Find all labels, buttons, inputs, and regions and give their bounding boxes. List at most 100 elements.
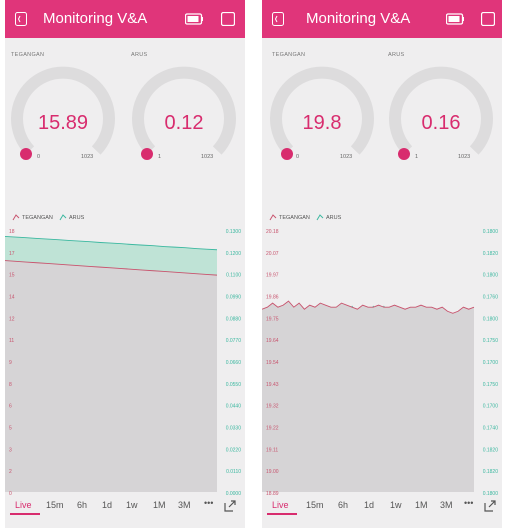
time-range-tabs: Live 15m 6h 1d 1w 1M 3M ••• xyxy=(5,498,245,518)
screen-left: Monitoring V&A TEGANGAN 15.89 0 1023 ARU… xyxy=(5,0,245,528)
more-menu[interactable]: ••• xyxy=(204,498,214,508)
tab-1d[interactable]: 1d xyxy=(102,500,113,510)
y-tick-left: 19.22 xyxy=(266,426,279,432)
expand-icon[interactable] xyxy=(224,500,236,512)
app-title: Monitoring V&A xyxy=(43,10,148,27)
gauge-ring xyxy=(132,66,236,160)
gauge-ring xyxy=(270,66,374,160)
y-tick-right: 0.1300 xyxy=(226,229,242,235)
square-icon[interactable] xyxy=(221,12,235,26)
y-tick-right: 0.1700 xyxy=(483,360,499,366)
gauge-max: 1023 xyxy=(201,154,214,160)
series-line-arus xyxy=(5,235,218,251)
gauge-value: 0.12 xyxy=(164,112,204,134)
chart-legend: TEGANGAN ARUS xyxy=(12,214,85,221)
tab-15m[interactable]: 15m xyxy=(306,500,324,510)
series-line-tegangan xyxy=(5,260,218,276)
time-range-tabs: Live 15m 6h 1d 1w 1M 3M ••• xyxy=(262,498,502,518)
y-tick-right: 0.1750 xyxy=(483,382,499,388)
gauge-max: 1023 xyxy=(340,154,353,160)
y-tick-left: 18 xyxy=(9,229,15,235)
legend-label-arus: ARUS xyxy=(69,215,85,221)
y-tick-right: 0.0660 xyxy=(226,360,242,366)
gauge-tegangan: TEGANGAN 15.89 0 1023 xyxy=(5,46,121,186)
more-menu[interactable]: ••• xyxy=(464,498,474,508)
gauge-max: 1023 xyxy=(458,154,471,160)
chart-legend: TEGANGAN ARUS xyxy=(269,214,342,221)
y-tick-right: 0.0440 xyxy=(226,404,242,410)
y-tick-right: 0.0330 xyxy=(226,426,242,432)
gauge-min: 0 xyxy=(296,154,300,160)
y-tick-left: 19.43 xyxy=(266,382,279,388)
battery-icon[interactable] xyxy=(185,13,203,25)
gauge-min: 1 xyxy=(415,154,419,160)
y-tick-left: 19.00 xyxy=(266,469,279,475)
history-chart[interactable]: TEGANGAN ARUS 20.18 20.07 19.97 19.86 19.75 19.… xyxy=(262,200,502,500)
y-tick-left: 14 xyxy=(9,295,15,301)
y-tick-left: 9 xyxy=(9,360,12,366)
y-tick-right: 0.0770 xyxy=(226,338,242,344)
y-tick-left: 8 xyxy=(9,382,12,388)
gauge-label: TEGANGAN xyxy=(272,52,306,58)
tab-live[interactable]: Live xyxy=(15,500,32,510)
gauge-arus: ARUS 0.12 1 1023 xyxy=(125,46,243,186)
series-area-tegangan xyxy=(5,260,217,492)
gauge-tegangan: TEGANGAN 19.8 0 1023 xyxy=(266,46,378,186)
y-tick-right: 0.1800 xyxy=(483,273,499,279)
y-tick-right: 0.1820 xyxy=(483,251,499,257)
tab-live[interactable]: Live xyxy=(272,500,289,510)
y-tick-right: 0.1740 xyxy=(483,426,499,432)
gauge-label: ARUS xyxy=(388,52,405,58)
y-tick-left: 5 xyxy=(9,426,12,432)
y-tick-right: 0.0110 xyxy=(226,469,241,475)
gauge-value: 19.8 xyxy=(302,112,342,134)
y-tick-right: 0.1820 xyxy=(483,447,499,453)
square-icon[interactable] xyxy=(481,12,495,26)
y-tick-left: 20.18 xyxy=(266,229,279,235)
legend-label-tegangan: TEGANGAN xyxy=(22,215,53,221)
history-chart[interactable]: TEGANGAN ARUS 18 17 15 14 12 11 9 8 6 5 3 2 0 0.1300 0.1… xyxy=(5,200,245,500)
y-tick-right: 0.1100 xyxy=(226,273,241,279)
y-tick-right: 0.1200 xyxy=(226,251,242,257)
legend-swatch-tegangan xyxy=(269,214,277,221)
tab-15m[interactable]: 15m xyxy=(46,500,64,510)
battery-icon[interactable] xyxy=(446,13,464,25)
y-tick-right: 0.1800 xyxy=(483,229,499,235)
y-tick-left: 19.64 xyxy=(266,338,279,344)
y-tick-right: 0.1820 xyxy=(483,469,499,475)
series-line-tegangan xyxy=(262,300,475,314)
gauge-value: 0.16 xyxy=(421,112,461,134)
legend-swatch-arus xyxy=(59,214,67,221)
legend-swatch-tegangan xyxy=(12,214,20,221)
y-tick-left: 0 xyxy=(9,491,12,497)
back-icon[interactable] xyxy=(272,12,284,26)
gauge-arus: ARUS 0.16 1 1023 xyxy=(382,46,500,186)
y-tick-left: 3 xyxy=(9,447,12,453)
tab-1w[interactable]: 1w xyxy=(390,500,402,510)
gauge-value: 15.89 xyxy=(37,112,89,134)
tab-underline xyxy=(267,513,297,515)
tab-6h[interactable]: 6h xyxy=(338,500,349,510)
legend-label-tegangan: TEGANGAN xyxy=(279,215,310,221)
gauge-ring xyxy=(389,66,493,160)
series-area-tegangan xyxy=(262,301,474,492)
tab-3m[interactable]: 3M xyxy=(440,500,453,510)
gauge-label: ARUS xyxy=(131,52,148,58)
y-tick-right: 0.1750 xyxy=(483,338,499,344)
top-bar: Monitoring V&A xyxy=(262,0,502,38)
gauge-min: 0 xyxy=(37,154,41,160)
gauge-max: 1023 xyxy=(81,154,94,160)
tab-1m[interactable]: 1M xyxy=(415,500,428,510)
y-tick-left: 19.11 xyxy=(266,447,278,453)
tab-3m[interactable]: 3M xyxy=(178,500,191,510)
back-icon[interactable] xyxy=(15,12,27,26)
expand-icon[interactable] xyxy=(484,500,496,512)
y-tick-left: 19.54 xyxy=(266,360,279,366)
tab-1w[interactable]: 1w xyxy=(126,500,138,510)
tab-1d[interactable]: 1d xyxy=(364,500,375,510)
tab-1m[interactable]: 1M xyxy=(153,500,166,510)
tab-6h[interactable]: 6h xyxy=(77,500,88,510)
y-tick-left: 20.07 xyxy=(266,251,279,257)
y-tick-left: 19.97 xyxy=(266,273,279,279)
y-tick-right: 0.1800 xyxy=(483,491,499,497)
